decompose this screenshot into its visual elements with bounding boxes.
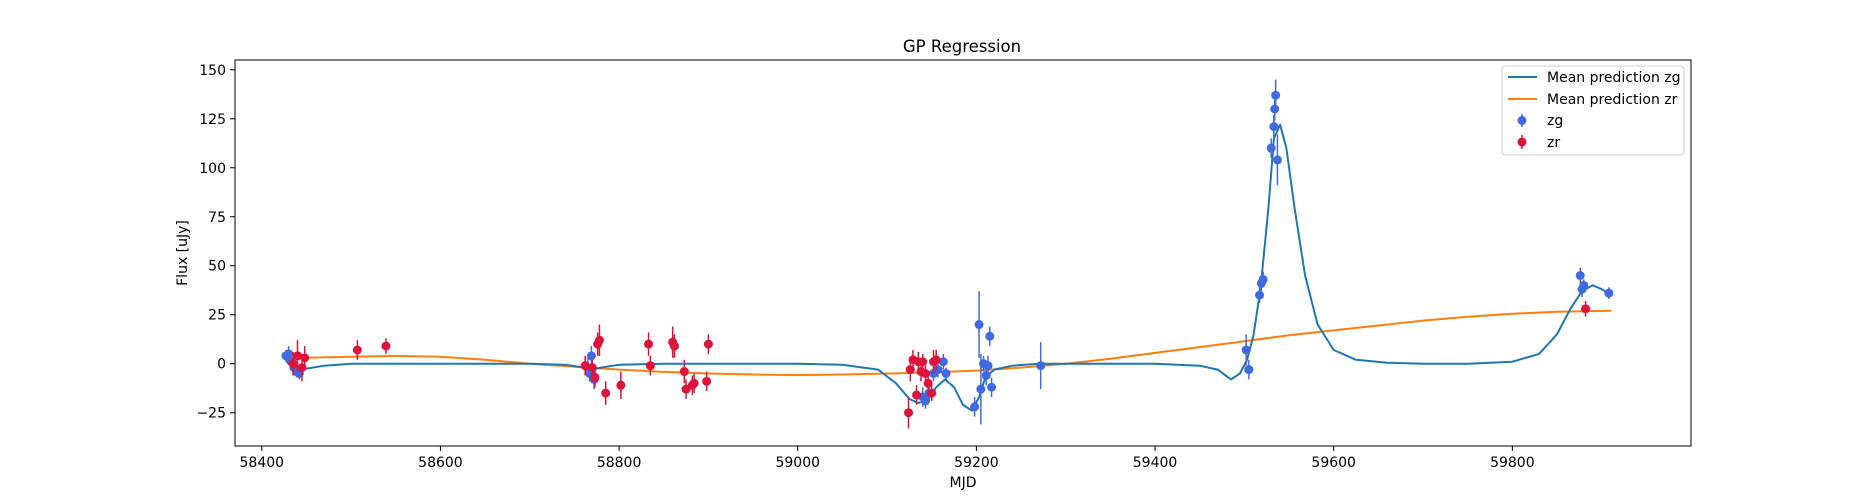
zg-point: [933, 365, 943, 375]
zg-point: [938, 357, 948, 367]
zr-point: [644, 339, 654, 349]
y-axis-label: Flux [uJy]: [175, 220, 191, 286]
zg-point: [970, 402, 980, 412]
zg-point: [1036, 361, 1046, 371]
zg-point: [1271, 90, 1281, 100]
y-tick-label: 100: [199, 161, 226, 177]
zr-point: [288, 359, 298, 369]
zr-point: [616, 380, 626, 390]
x-axis-label: MJD: [950, 475, 977, 491]
legend-label-mean-zr: Mean prediction zr: [1547, 92, 1678, 108]
zr-point: [590, 372, 600, 382]
zg-point: [987, 382, 997, 392]
x-tick-label: 58400: [240, 455, 285, 471]
zr-point: [645, 361, 655, 371]
zr-point: [689, 378, 699, 388]
zg-point: [1579, 280, 1589, 290]
zr-point: [381, 341, 391, 351]
zr-point: [300, 353, 310, 363]
zr-data-points: [288, 301, 1591, 429]
x-tick-label: 59200: [954, 455, 999, 471]
zg-point: [1270, 104, 1280, 114]
legend: Mean prediction zg Mean prediction zr zg…: [1501, 65, 1685, 156]
legend-box: [1501, 65, 1685, 156]
zr-point: [679, 367, 689, 377]
legend-swatch-zg-marker: [1517, 116, 1527, 125]
axes-background: [235, 60, 1691, 446]
zg-point: [974, 320, 984, 330]
legend-label-zr: zr: [1547, 135, 1560, 151]
legend-swatch-zr-marker: [1517, 137, 1527, 147]
zg-point: [1258, 274, 1268, 284]
y-tick-label: 125: [199, 112, 226, 128]
zg-point: [1604, 288, 1614, 298]
chart-title: GP Regression: [903, 37, 1021, 56]
zg-point: [1575, 271, 1585, 281]
zg-point: [983, 361, 993, 371]
zg-point: [1269, 122, 1279, 132]
zg-point: [586, 351, 596, 361]
y-tick-label: 25: [208, 308, 226, 324]
zr-point: [293, 351, 303, 361]
plot-area: 58400 58600 58800 59000 59200 59400 59600 59800…: [196, 59, 1692, 471]
legend-label-zg: zg: [1547, 113, 1563, 129]
zg-point: [981, 370, 991, 380]
zg-point: [985, 331, 995, 341]
zg-point: [920, 396, 930, 406]
y-tick-label: 50: [208, 259, 226, 275]
zr-point: [601, 388, 611, 398]
x-tick-label: 59600: [1311, 455, 1356, 471]
zr-point: [923, 378, 933, 388]
axes-frame: [234, 59, 1692, 447]
zr-point: [352, 345, 362, 355]
axis-ticks: 58400 58600 58800 59000 59200 59400 59600 59800…: [196, 63, 1534, 471]
zr-point: [918, 357, 928, 367]
zg-point: [1255, 290, 1265, 300]
zr-point: [669, 341, 679, 351]
y-tick-label: 150: [199, 63, 226, 79]
zg-point: [1244, 365, 1254, 375]
zg-point: [976, 384, 986, 394]
x-tick-label: 59400: [1133, 455, 1178, 471]
x-tick-label: 58800: [597, 455, 642, 471]
zg-point: [1272, 155, 1282, 165]
x-tick-label: 59000: [775, 455, 820, 471]
zr-point: [580, 361, 590, 371]
zg-point: [941, 369, 951, 379]
y-tick-label: 0: [217, 357, 226, 373]
zr-point: [912, 390, 922, 400]
x-tick-label: 59800: [1490, 455, 1535, 471]
y-tick-label: 75: [208, 210, 226, 226]
legend-label-mean-zg: Mean prediction zg: [1547, 70, 1681, 86]
zg-point: [1266, 143, 1276, 153]
zr-point: [594, 335, 604, 345]
zr-point: [931, 355, 941, 365]
zr-point: [702, 376, 712, 386]
x-tick-label: 58600: [418, 455, 463, 471]
zr-point: [1581, 304, 1591, 314]
zr-point: [904, 408, 914, 418]
y-tick-label: −25: [196, 406, 226, 422]
zg-point: [1241, 345, 1251, 355]
zr-point: [927, 388, 937, 398]
zr-point: [703, 339, 713, 349]
